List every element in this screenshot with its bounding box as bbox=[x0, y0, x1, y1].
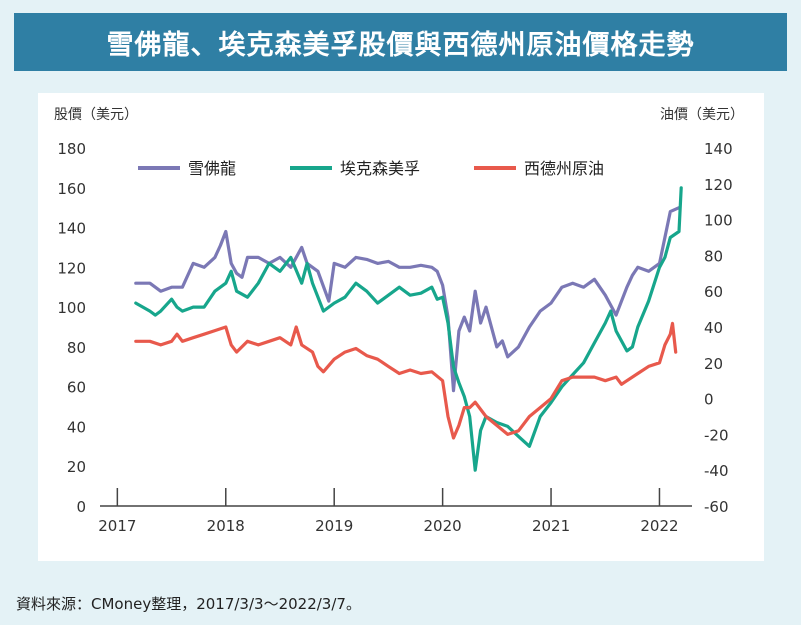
left-tick-label: 140 bbox=[57, 220, 86, 238]
right-tick-label: 0 bbox=[704, 391, 714, 409]
source-note: 資料來源：CMoney整理，2017/3/3～2022/3/7。 bbox=[16, 595, 361, 613]
right-tick-label: 40 bbox=[704, 319, 723, 337]
left-tick-label: 0 bbox=[76, 498, 86, 516]
x-tick-label: 2021 bbox=[532, 517, 570, 535]
right-axis-label: 油價（美元） bbox=[660, 106, 744, 123]
left-tick-label: 60 bbox=[67, 379, 86, 397]
x-tick-label: 2017 bbox=[98, 517, 136, 535]
chart-title: 雪佛龍、埃克森美孚股價與西德州原油價格走勢 bbox=[14, 13, 787, 71]
left-tick-label: 160 bbox=[57, 180, 86, 198]
right-tick-label: -20 bbox=[704, 426, 729, 444]
price-chart: 股價（美元） 油價（美元） 0 20 40 60 80 100 120 140 160 180 -60 -… bbox=[54, 106, 744, 535]
series-line-2 bbox=[134, 186, 683, 472]
right-tick-label: 120 bbox=[704, 176, 733, 194]
left-tick-label: 180 bbox=[57, 140, 86, 158]
right-tick-label: 80 bbox=[704, 247, 723, 265]
legend-label-3: 西德州原油 bbox=[524, 159, 604, 178]
left-tick-label: 120 bbox=[57, 259, 86, 277]
series-line-3 bbox=[134, 321, 678, 440]
left-tick-label: 100 bbox=[57, 299, 86, 317]
legend-label-2: 埃克森美孚 bbox=[340, 159, 420, 178]
right-tick-label: 60 bbox=[704, 283, 723, 301]
right-tick-label: 100 bbox=[704, 212, 733, 230]
chart-panel: 股價（美元） 油價（美元） 0 20 40 60 80 100 120 140 160 180 -60 -… bbox=[38, 93, 764, 561]
x-tick-label: 2022 bbox=[640, 517, 678, 535]
right-tick-label: 20 bbox=[704, 355, 723, 373]
x-tick-label: 2018 bbox=[207, 517, 245, 535]
x-tick-label: 2019 bbox=[315, 517, 353, 535]
x-tick-label: 2020 bbox=[424, 517, 462, 535]
left-tick-label: 40 bbox=[67, 418, 86, 436]
left-axis-label: 股價（美元） bbox=[54, 106, 138, 123]
left-tick-label: 20 bbox=[67, 458, 86, 476]
left-tick-label: 80 bbox=[67, 339, 86, 357]
series-line-1 bbox=[134, 206, 681, 393]
legend-label-1: 雪佛龍 bbox=[188, 159, 236, 178]
right-tick-label: 140 bbox=[704, 140, 733, 158]
right-tick-label: -40 bbox=[704, 462, 729, 480]
right-tick-label: -60 bbox=[704, 498, 729, 516]
